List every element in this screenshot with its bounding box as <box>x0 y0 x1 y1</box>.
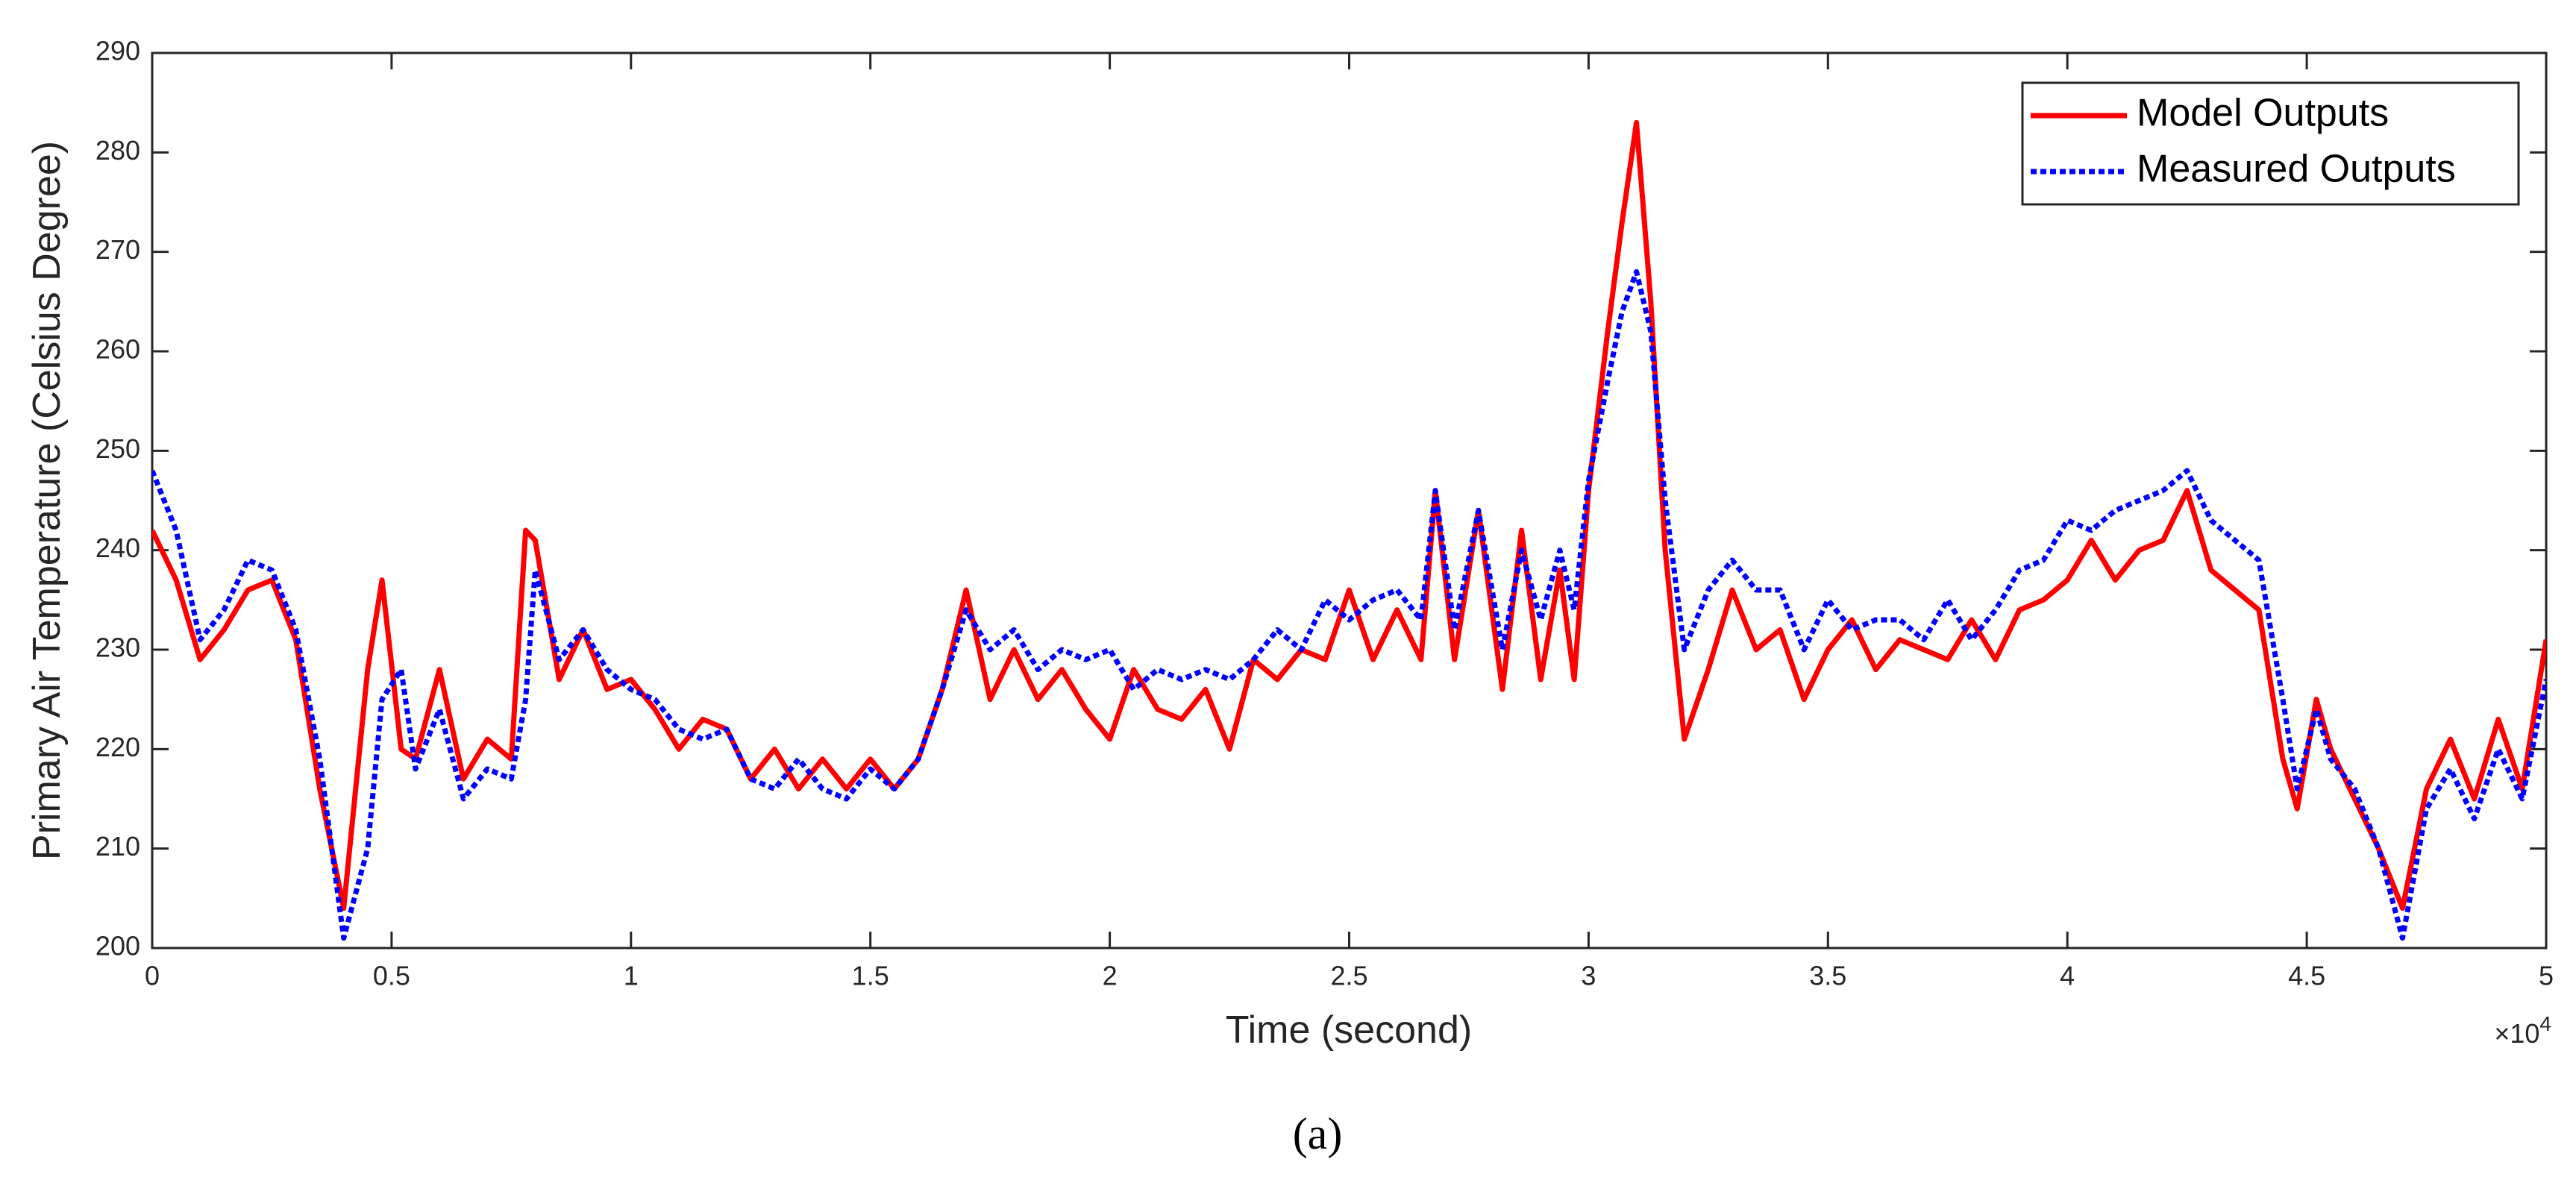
series-line <box>152 119 2546 911</box>
y-tick-label: 280 <box>95 135 140 166</box>
x-tick-label: 2 <box>1103 961 1118 991</box>
x-tick-label: 1 <box>624 961 639 991</box>
x-tick-label: 0.5 <box>373 961 410 991</box>
x-multiplier-exponent: 4 <box>2539 1012 2551 1035</box>
y-axis-label: Primary Air Temperature (Celsius Degree) <box>25 141 69 860</box>
x-tick-label: 4.5 <box>2288 961 2325 991</box>
x-tick-label: 2.5 <box>1330 961 1367 991</box>
y-tick-label: 240 <box>95 533 140 563</box>
x-tick-label: 1.5 <box>852 961 889 991</box>
y-tick-label: 220 <box>95 732 140 762</box>
legend-label: Measured Outputs <box>2137 148 2456 191</box>
y-tick-label: 210 <box>95 831 140 862</box>
y-tick-label: 230 <box>95 633 140 663</box>
x-multiplier: ×104 <box>2494 1012 2551 1049</box>
caption: (a) <box>1293 1109 1343 1158</box>
legend-label: Model Outputs <box>2137 92 2389 135</box>
y-tick-label: 200 <box>95 931 140 961</box>
y-tick-label: 250 <box>95 433 140 464</box>
x-multiplier-base: ×10 <box>2494 1018 2539 1049</box>
x-tick-label: 3 <box>1581 961 1596 991</box>
x-tick-label: 5 <box>2539 961 2554 991</box>
x-tick-label: 3.5 <box>1809 961 1846 991</box>
x-tick-label: 4 <box>2060 961 2075 991</box>
legend: Model Outputs Measured Outputs <box>2021 81 2520 206</box>
y-tick-label: 260 <box>95 334 140 365</box>
x-axis-label: Time (second) <box>1226 1008 1472 1052</box>
y-tick-label: 290 <box>95 36 140 66</box>
legend-box <box>2021 81 2520 206</box>
x-tick-label: 0 <box>145 961 160 991</box>
y-tick-label: 270 <box>95 234 140 265</box>
